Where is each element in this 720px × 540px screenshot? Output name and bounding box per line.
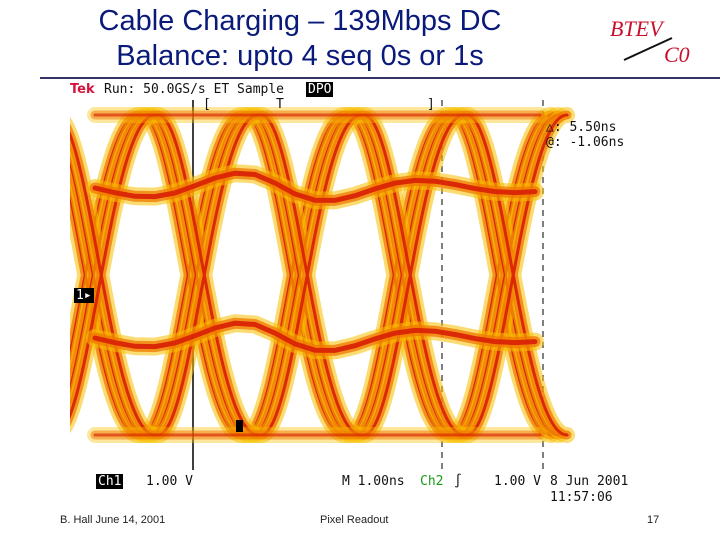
bracket-left: [ <box>203 97 211 112</box>
channel-1-marker: 1▸ <box>74 288 94 303</box>
eye-trace <box>70 113 569 437</box>
ch2-slope: ∫ <box>454 474 462 489</box>
delta-readout: △: 5.50ns <box>546 120 617 135</box>
trigger-marker: T <box>276 97 284 112</box>
bracket-right: ] <box>427 97 435 112</box>
dpo-badge: DPO <box>306 82 334 97</box>
cursor-marker-bottom <box>236 420 243 432</box>
tek-brand: Tek <box>70 82 95 97</box>
at-readout: @: -1.06ns <box>546 135 625 150</box>
acq-date: 8 Jun 2001 <box>550 474 629 489</box>
run-status: Run: 50.0GS/s ET Sample <box>104 82 285 97</box>
eye-trace <box>92 170 538 203</box>
logo-text-top: BTEV <box>610 16 665 41</box>
logo-text-bottom: C0 <box>664 42 690 67</box>
footer-center: Pixel Readout <box>320 514 389 526</box>
eye-traces <box>70 107 575 443</box>
ch1-label: Ch1 <box>96 474 124 489</box>
title-line-1: Cable Charging – 139Mbps DC <box>98 5 502 37</box>
acq-time: 11:57:06 <box>550 490 613 505</box>
slide-title: Cable Charging – 139Mbps DC Balance: upt… <box>40 4 560 74</box>
eye-diagram <box>70 100 575 470</box>
page-number: 17 <box>647 514 660 526</box>
title-divider <box>40 77 720 79</box>
eye-trace <box>92 320 538 353</box>
ch2-scale: 1.00 V <box>494 474 541 489</box>
title-line-2: Balance: upto 4 seq 0s or 1s <box>116 40 484 72</box>
btev-c0-logo: BTEV C0 <box>606 10 696 70</box>
ch2-label: Ch2 <box>420 474 444 489</box>
timebase: M 1.00ns <box>342 474 405 489</box>
ch1-scale: 1.00 V <box>146 474 193 489</box>
oscilloscope-screenshot: Tek Run: 50.0GS/s ET Sample DPO [ T ] △:… <box>70 80 630 516</box>
footer-author-date: B. Hall June 14, 2001 <box>60 514 166 526</box>
